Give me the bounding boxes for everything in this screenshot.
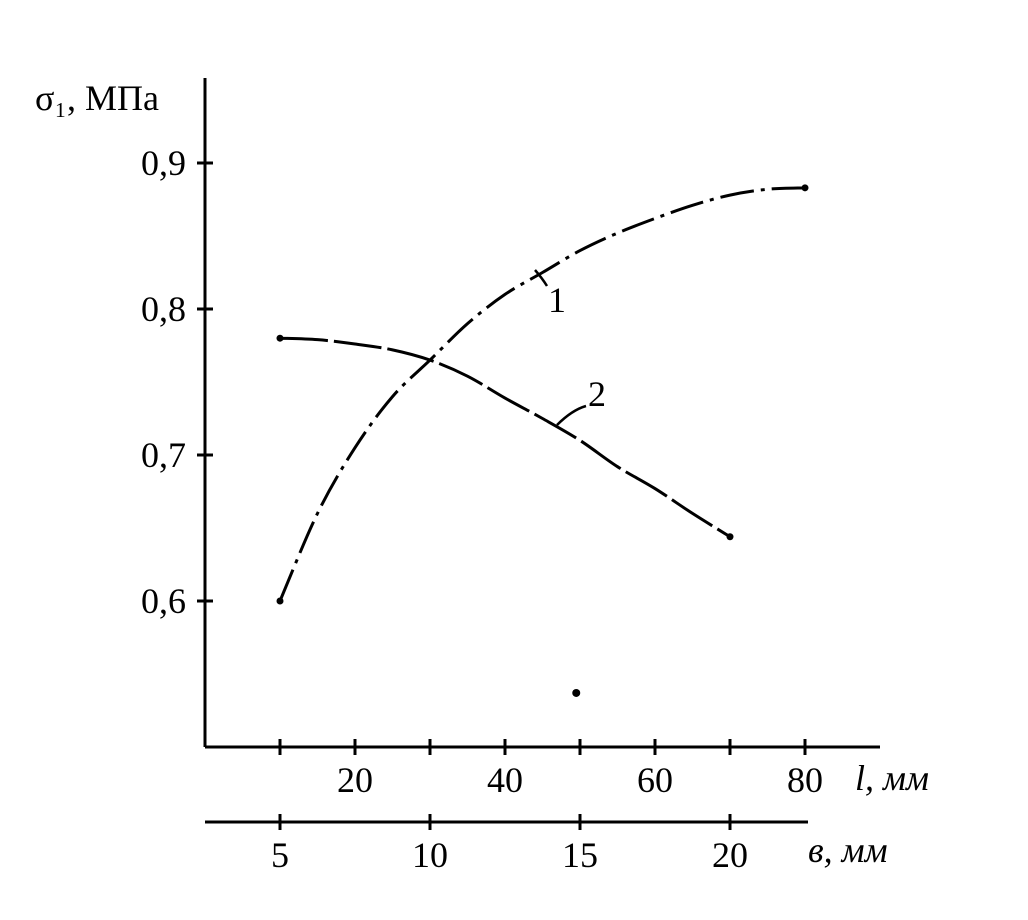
series-2-end-point [726,533,734,541]
series-1-label: 1 [548,280,566,320]
series-2-start-point [276,334,284,342]
secondary-x-axis-title: в, мм [808,830,888,870]
y-ticks: 0,6 0,7 0,8 0,9 [141,143,213,621]
secondary-x-ticks: 5 10 15 20 [271,814,748,875]
x-axis-title: l, мм [855,758,929,798]
y-tick-label: 0,7 [141,435,186,475]
series-1-start-point [276,597,284,605]
x-tick-label: 80 [787,760,823,800]
curves [276,184,809,697]
series-2-label: 2 [588,374,606,414]
stray-mark [572,688,581,697]
x-tick-label: 20 [337,760,373,800]
x-ticks: 20 40 60 80 [278,739,823,800]
secondary-x-tick-label: 5 [271,835,289,875]
series-2-line [279,336,731,539]
series-1-leader-line [534,269,549,287]
series-1-line [278,186,806,602]
x-tick-label: 60 [637,760,673,800]
secondary-x-tick-label: 15 [562,835,598,875]
secondary-x-tick-label: 10 [412,835,448,875]
y-tick-label: 0,8 [141,289,186,329]
series-1-end-point [801,184,809,192]
axes [203,78,880,824]
y-axis-title: σ₁, МПа [35,78,159,118]
y-tick-label: 0,6 [141,581,186,621]
annotations: 12 [534,269,606,426]
x-tick-label: 40 [487,760,523,800]
secondary-x-tick-label: 20 [712,835,748,875]
series-2-leader-line [556,404,587,426]
y-tick-label: 0,9 [141,143,186,183]
